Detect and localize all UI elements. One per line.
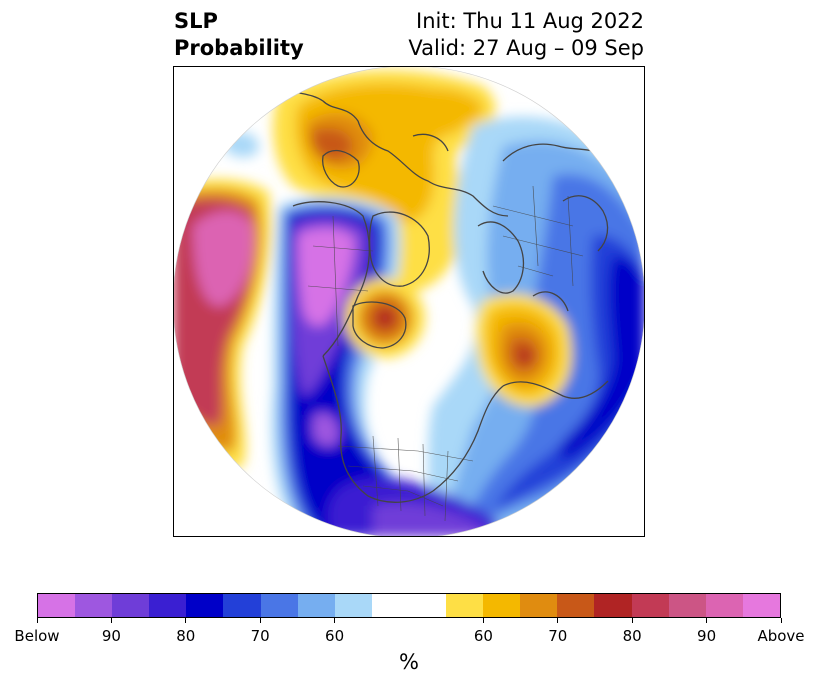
colorbar-tick-label: 60 [325, 627, 345, 645]
colorbar-segment [668, 594, 706, 617]
colorbar-tick-mark [780, 618, 782, 623]
colorbar-tick-label: Above [757, 627, 805, 645]
colorbar-tick-mark [259, 618, 261, 623]
colorbar-tick-label: Below [14, 627, 60, 645]
colorbar-tick-mark [334, 618, 336, 623]
init-date: Init: Thu 11 Aug 2022 [416, 9, 644, 33]
colorbar-segment [705, 594, 743, 617]
colorbar-tick-mark [482, 618, 484, 623]
colorbar-tick-label: 80 [622, 627, 642, 645]
colorbar-segment [38, 594, 76, 617]
colorbar-tick-mark [557, 618, 559, 623]
valid-range: Valid: 27 Aug – 09 Sep [408, 36, 644, 60]
colorbar-segment [371, 594, 409, 617]
colorbar-segment [297, 594, 335, 617]
colorbar-segment [149, 594, 187, 617]
coastlines [277, 83, 639, 503]
colorbar-unit: % [399, 650, 419, 674]
colorbar-tick-mark [110, 618, 112, 623]
colorbar-segment [483, 594, 521, 617]
colorbar-segment [557, 594, 595, 617]
chart-title: SLP Probability [174, 8, 304, 62]
colorbar-tick-label: 80 [176, 627, 196, 645]
colorbar-segment [594, 594, 632, 617]
country-borders [307, 185, 584, 522]
colorbar-segment [223, 594, 261, 617]
map-border [173, 66, 645, 537]
colorbar-segment [520, 594, 558, 617]
colorbar-tick-mark [706, 618, 708, 623]
title-line-probability: Probability [174, 36, 304, 60]
map-panel [173, 66, 645, 537]
title-line-slp: SLP [174, 9, 218, 33]
colorbar-tick-mark [36, 618, 38, 623]
colorbar-segment [631, 594, 669, 617]
colorbar-tick-mark [631, 618, 633, 623]
colorbar-tick-label: 70 [548, 627, 568, 645]
colorbar-tick-label: 70 [250, 627, 270, 645]
colorbar-segment [112, 594, 150, 617]
probability-map [173, 66, 645, 537]
colorbar-tick-mark [185, 618, 187, 623]
colorbar-segment [260, 594, 298, 617]
colorbar-segment [408, 594, 447, 617]
colorbar-segment [446, 594, 484, 617]
colorbar-segment [742, 594, 780, 617]
colorbar [37, 593, 781, 618]
run-info: Init: Thu 11 Aug 2022 Valid: 27 Aug – 09… [408, 8, 644, 62]
colorbar-tick-label: 60 [473, 627, 493, 645]
colorbar-segment [334, 594, 372, 617]
colorbar-tick-label: 90 [697, 627, 717, 645]
colorbar-segment [75, 594, 113, 617]
colorbar-segment [186, 594, 224, 617]
colorbar-tick-label: 90 [101, 627, 121, 645]
